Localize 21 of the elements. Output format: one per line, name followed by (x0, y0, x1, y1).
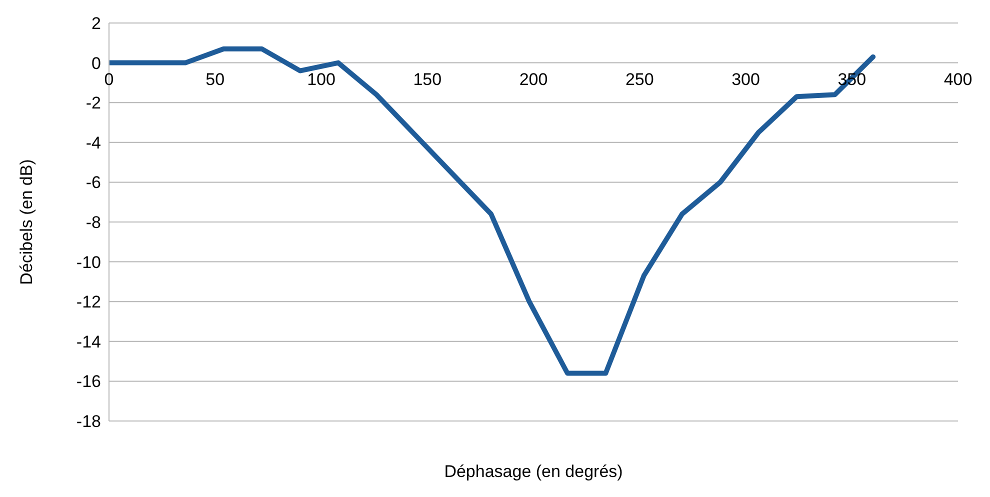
y-tick-label: 2 (92, 14, 101, 34)
x-tick-label: 400 (944, 70, 972, 89)
x-tick-label: 50 (206, 70, 225, 89)
x-tick-label: 200 (519, 70, 548, 89)
y-tick-label: 0 (92, 54, 101, 73)
x-tick-label: 150 (413, 70, 442, 89)
y-tick-label: -12 (76, 292, 101, 312)
y-tick-label: -2 (86, 94, 101, 113)
y-axis-title: Décibels (en dB) (17, 159, 36, 285)
y-tick-label: -6 (86, 173, 101, 192)
x-tick-label: 300 (732, 70, 760, 89)
x-tick-label: 0 (104, 70, 114, 89)
y-tick-label: -14 (76, 332, 101, 352)
y-tick-label: -18 (76, 412, 101, 432)
y-tick-label: -16 (76, 372, 101, 392)
x-tick-label: 250 (625, 70, 654, 89)
x-axis-title: Déphasage (en degrés) (444, 462, 623, 481)
y-tick-label: -4 (86, 133, 101, 152)
y-tick-label: -10 (76, 252, 101, 272)
x-tick-label: 100 (307, 70, 336, 89)
y-tick-label: -8 (86, 213, 101, 232)
